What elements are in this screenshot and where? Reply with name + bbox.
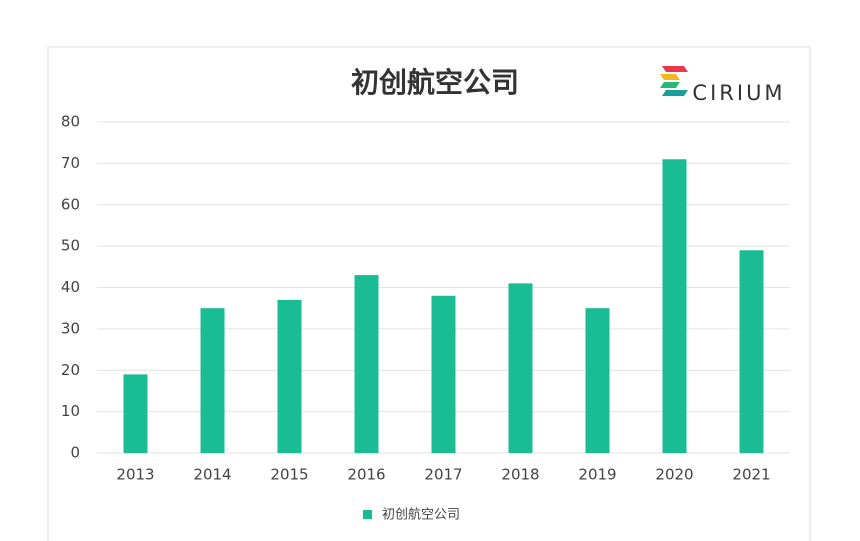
- x-tick-label: 2020: [655, 466, 693, 484]
- bar: [123, 374, 148, 453]
- legend-swatch: [363, 510, 372, 519]
- x-tick-label: 2013: [116, 466, 154, 484]
- bar: [200, 308, 225, 453]
- brand-logo: [660, 66, 688, 96]
- x-tick-label: 2014: [193, 466, 231, 484]
- brand-name: CIRIUM: [692, 81, 785, 105]
- y-tick-label: 50: [61, 237, 80, 255]
- y-tick-label: 10: [61, 402, 80, 420]
- x-tick-label: 2017: [424, 466, 462, 484]
- chart-title: 初创航空公司: [351, 66, 519, 99]
- x-tick-label: 2019: [578, 466, 616, 484]
- y-tick-label: 30: [61, 319, 80, 337]
- x-tick-label: 2015: [270, 466, 308, 484]
- x-tick-label: 2016: [347, 466, 385, 484]
- y-tick-label: 0: [70, 444, 80, 462]
- legend-label: 初创航空公司: [382, 507, 460, 523]
- x-tick-label: 2018: [501, 466, 539, 484]
- bar: [431, 295, 456, 453]
- y-tick-label: 20: [61, 361, 80, 379]
- bar: [354, 275, 379, 453]
- bar: [277, 299, 302, 453]
- bar: [662, 159, 687, 454]
- bar: [508, 283, 533, 453]
- bar: [585, 308, 610, 453]
- y-tick-label: 60: [61, 195, 80, 213]
- bar: [739, 250, 764, 453]
- x-tick-label: 2021: [732, 466, 770, 484]
- y-tick-label: 80: [61, 113, 80, 131]
- y-tick-label: 40: [61, 278, 80, 296]
- y-tick-label: 70: [61, 154, 80, 172]
